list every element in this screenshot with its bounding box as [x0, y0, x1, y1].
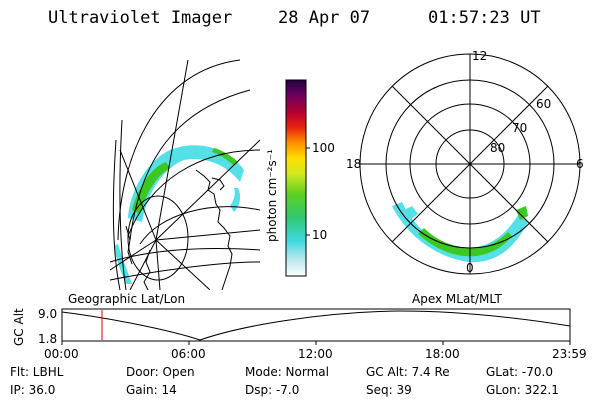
mlt-label-0: 0: [466, 261, 474, 275]
info-gain: Gain: 14: [126, 383, 177, 397]
geographic-map: [109, 59, 260, 290]
coastline: [195, 169, 233, 290]
map-grid: [109, 59, 260, 290]
info-flt: Flt: LBHL: [10, 365, 64, 379]
timeline-left-title: Geographic Lat/Lon: [68, 292, 185, 306]
image-date: 28 Apr 07: [278, 8, 371, 28]
mlt-label-18: 18: [346, 157, 361, 171]
info-ip: IP: 36.0: [10, 383, 55, 397]
x-tick-0600: 06:00: [171, 347, 206, 361]
mlat-label-70: 70: [512, 121, 527, 135]
instrument-title: Ultraviolet Imager: [48, 8, 233, 28]
timeline-right-title: Apex MLat/MLT: [412, 292, 502, 306]
mlt-label-6: 6: [576, 157, 584, 171]
timeline-ylabel: GC Alt: [12, 308, 26, 346]
polar-plot: 12 18 6 0 60 70 80: [346, 49, 584, 275]
info-mode: Mode: Normal: [245, 365, 329, 379]
mlt-label-12: 12: [472, 49, 487, 63]
image-time: 01:57:23 UT: [428, 8, 541, 28]
aurora-polar: [392, 202, 528, 263]
altitude-timeline: Geographic Lat/Lon Apex MLat/MLT 9.0 1.8…: [12, 292, 587, 361]
mlat-label-80: 80: [490, 141, 505, 155]
x-tick-1200: 12:00: [298, 347, 333, 361]
info-gc-alt: GC Alt: 7.4 Re: [366, 365, 450, 379]
colorbar-tick-10: 10: [312, 228, 327, 242]
x-tick-2359: 23:59: [552, 347, 587, 361]
info-dsp: Dsp: -7.0: [245, 383, 299, 397]
polar-grid: [359, 53, 581, 275]
x-tick-1800: 18:00: [425, 347, 460, 361]
info-block: Flt: LBHL IP: 36.0 Door: Open Gain: 14 M…: [10, 365, 559, 397]
info-glon: GLon: 322.1: [486, 383, 559, 397]
altitude-curve: [61, 310, 571, 341]
colorbar-label: photon cm⁻²s⁻¹: [265, 149, 279, 242]
mlat-label-60: 60: [536, 97, 551, 111]
x-tick-0000: 00:00: [44, 347, 79, 361]
y-tick-9: 9.0: [38, 307, 57, 321]
info-glat: GLat: -70.0: [486, 365, 553, 379]
colorbar: 100 10 photon cm⁻²s⁻¹: [265, 79, 335, 277]
info-seq: Seq: 39: [366, 383, 412, 397]
y-tick-1-8: 1.8: [38, 332, 57, 346]
info-door: Door: Open: [126, 365, 195, 379]
colorbar-tick-100: 100: [312, 141, 335, 155]
